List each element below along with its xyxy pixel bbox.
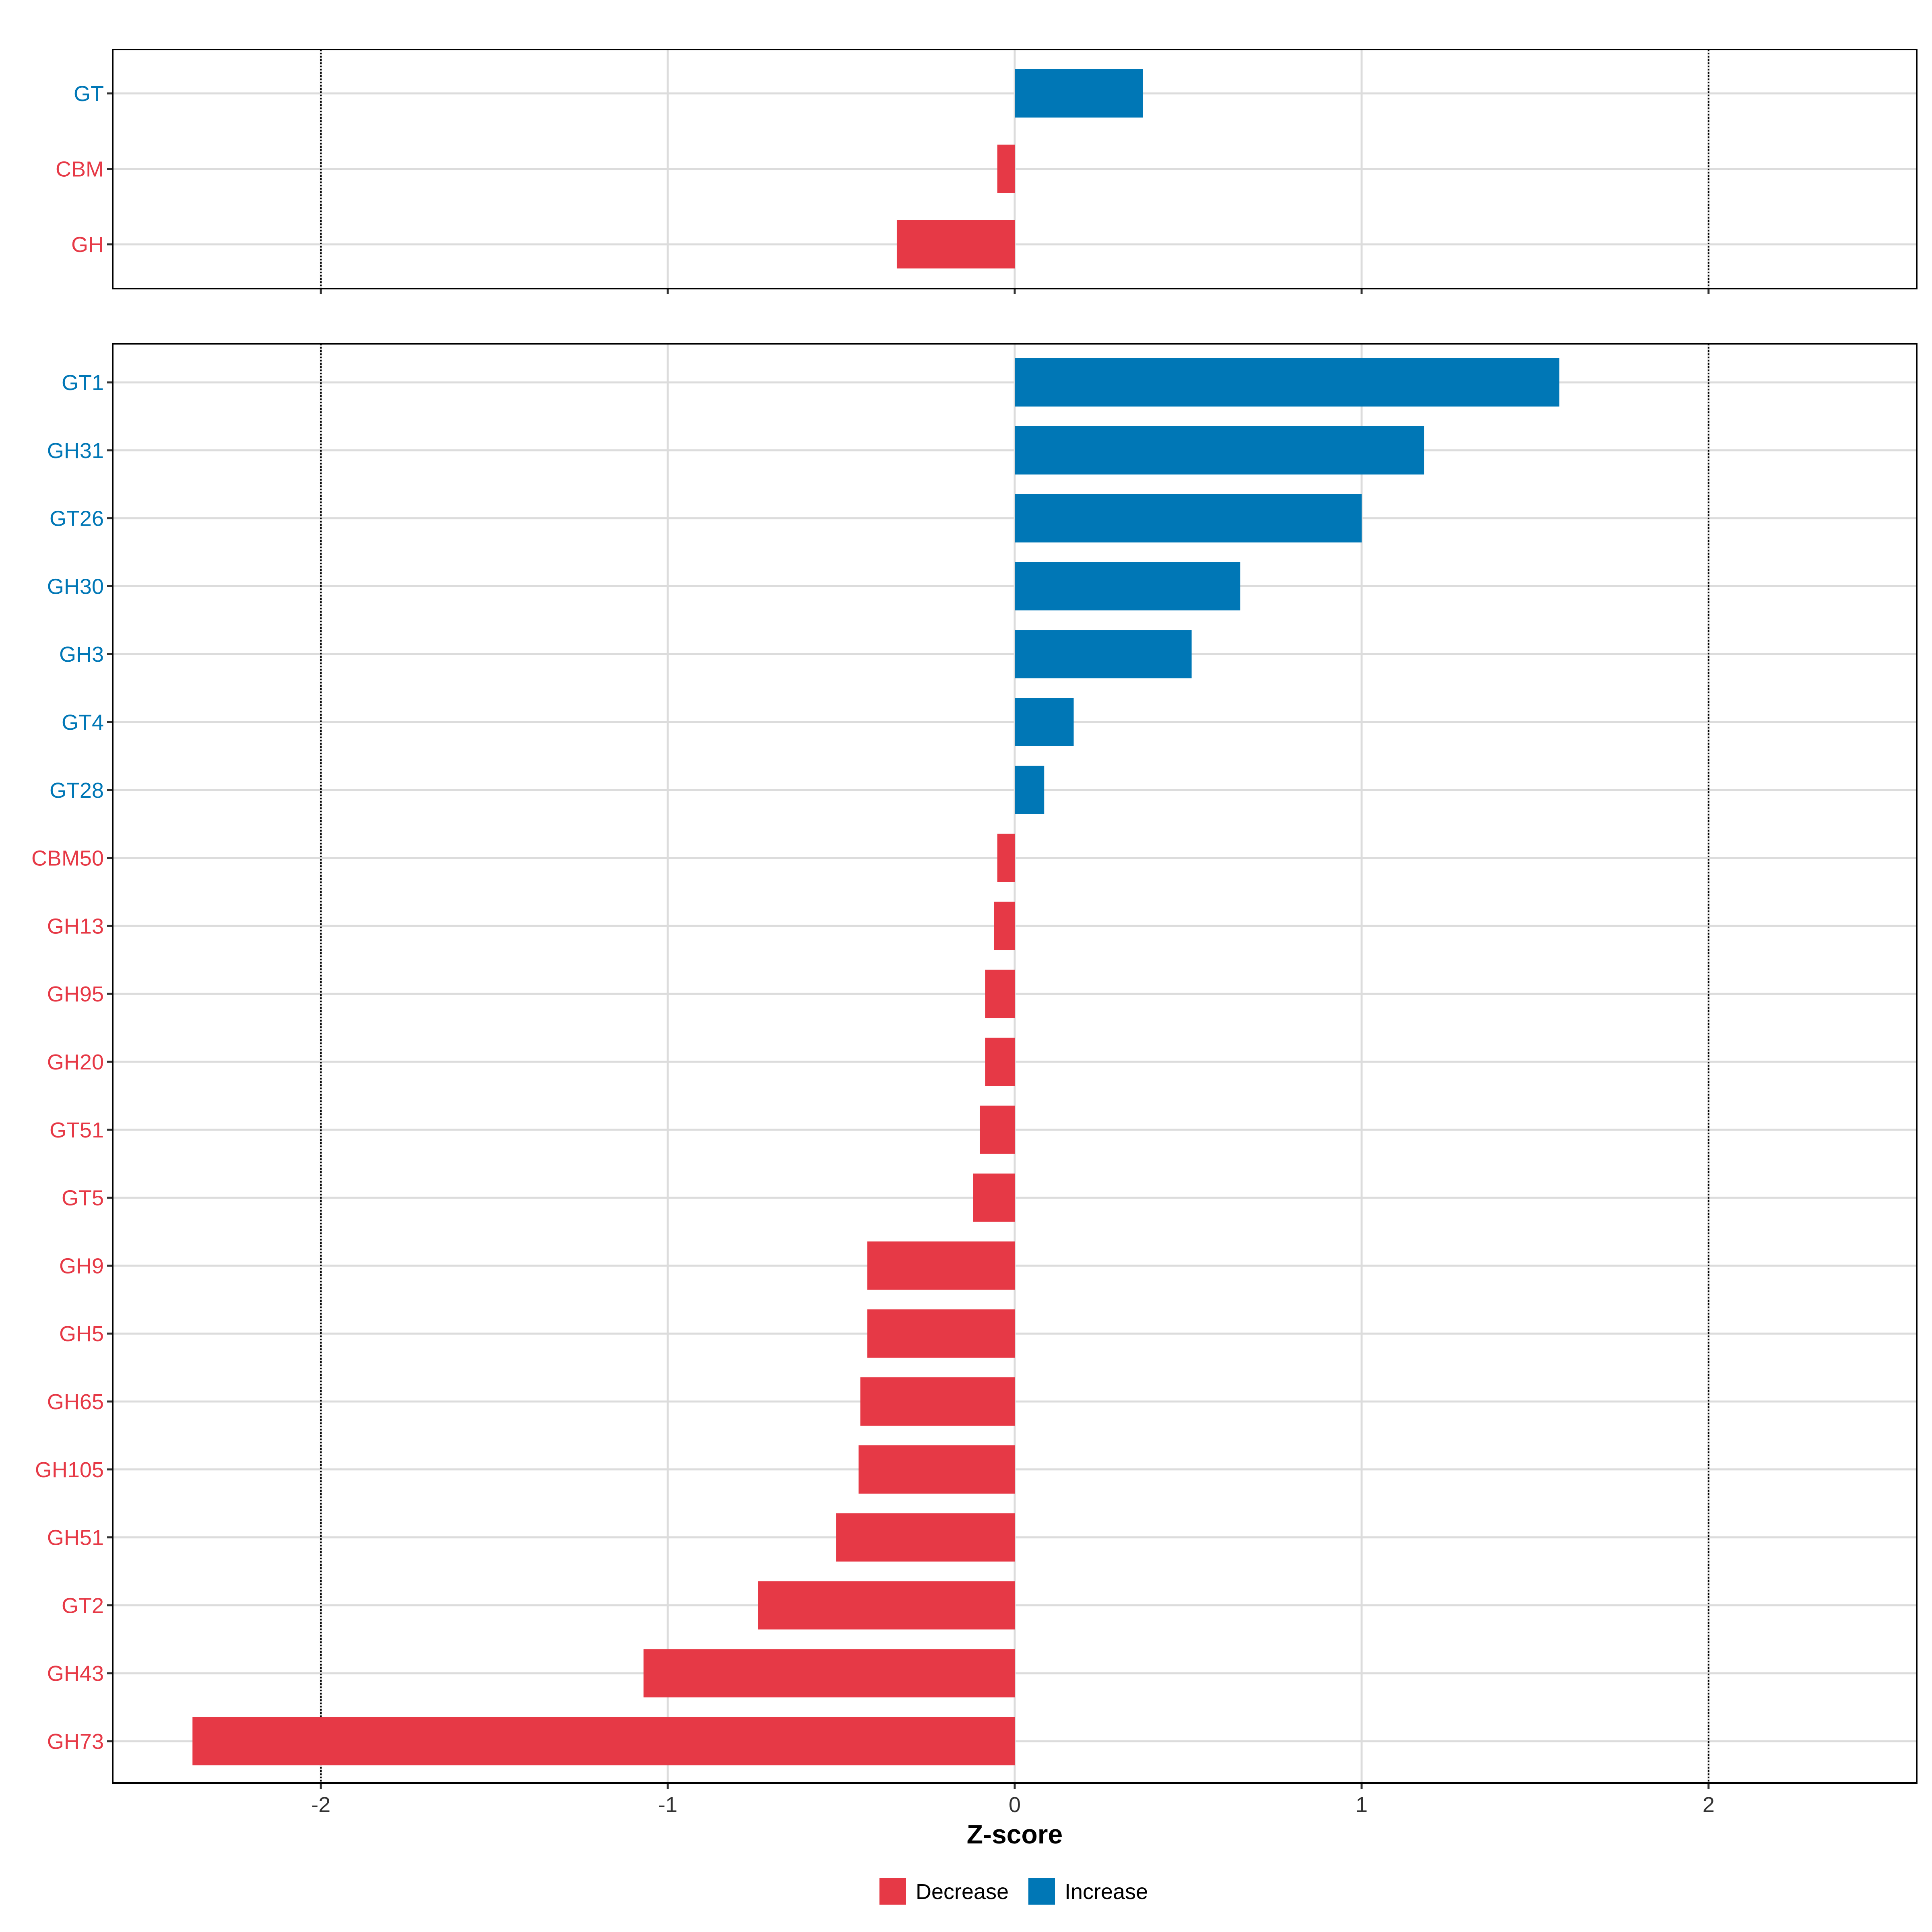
panel-border-family-class	[112, 49, 1918, 289]
x-tick-label--1: -1	[658, 1793, 677, 1817]
bar-GH31	[1015, 426, 1424, 475]
bar-GT28	[1015, 766, 1044, 814]
y-tick-label-CBM: CBM	[56, 157, 104, 182]
y-tick-label-GH30: GH30	[47, 574, 104, 599]
y-tick-label-GT: GT	[74, 82, 104, 106]
legend-swatch-decrease	[879, 1878, 906, 1905]
bar-GH73	[192, 1717, 1015, 1765]
y-tick-label-GH5: GH5	[59, 1322, 104, 1346]
y-tick-label-GT4: GT4	[62, 710, 104, 735]
y-tick-label-GH95: GH95	[47, 982, 104, 1006]
y-tick-label-GT26: GT26	[50, 507, 104, 531]
bar-GT	[1015, 69, 1143, 118]
bar-GH105	[859, 1445, 1015, 1494]
y-tick-label-GH65: GH65	[47, 1390, 104, 1414]
x-axis-title: Z-score	[967, 1819, 1063, 1849]
bar-GH3	[1015, 630, 1192, 679]
legend-swatch-increase	[1028, 1878, 1055, 1905]
bar-GT4	[1015, 698, 1074, 746]
legend-label-increase: Increase	[1065, 1880, 1148, 1904]
y-tick-label-GH: GH	[71, 233, 104, 257]
y-tick-label-GT28: GT28	[50, 778, 104, 803]
bar-GH20	[985, 1038, 1015, 1086]
y-tick-label-GT51: GT51	[50, 1118, 104, 1142]
y-tick-label-GH43: GH43	[47, 1662, 104, 1686]
x-tick-label-0: 0	[1009, 1793, 1021, 1817]
bar-CBM50	[997, 834, 1015, 882]
y-tick-label-GH31: GH31	[47, 439, 104, 463]
bar-GH51	[836, 1513, 1015, 1562]
bar-GT26	[1015, 494, 1362, 543]
x-tick-label-1: 1	[1356, 1793, 1368, 1817]
bar-GH9	[867, 1241, 1015, 1290]
x-tick-label--2: -2	[311, 1793, 330, 1817]
y-tick-label-GH13: GH13	[47, 914, 104, 938]
x-tick-label-2: 2	[1703, 1793, 1715, 1817]
y-tick-label-GT1: GT1	[62, 371, 104, 395]
bar-GT51	[980, 1105, 1015, 1154]
bar-CBM	[997, 144, 1015, 193]
bar-GH95	[985, 970, 1015, 1018]
y-tick-label-GT5: GT5	[62, 1186, 104, 1210]
y-tick-label-GH73: GH73	[47, 1730, 104, 1754]
bar-GT5	[973, 1173, 1015, 1222]
panel-border-family	[112, 343, 1918, 1784]
bar-GH13	[994, 902, 1015, 950]
y-tick-label-GT2: GT2	[62, 1593, 104, 1618]
y-tick-label-GH20: GH20	[47, 1050, 104, 1074]
bar-GH	[896, 220, 1015, 268]
bar-GT2	[758, 1581, 1015, 1630]
y-tick-label-GH105: GH105	[35, 1458, 104, 1482]
legend-label-decrease: Decrease	[916, 1880, 1009, 1904]
y-tick-label-CBM50: CBM50	[31, 846, 104, 871]
bar-GH65	[860, 1377, 1015, 1426]
y-tick-label-GH9: GH9	[59, 1254, 104, 1278]
bar-GH5	[867, 1309, 1015, 1358]
bar-GH30	[1015, 562, 1241, 611]
bar-GH43	[643, 1649, 1015, 1698]
y-tick-label-GH3: GH3	[59, 642, 104, 667]
y-tick-label-GH51: GH51	[47, 1526, 104, 1550]
bar-GT1	[1015, 358, 1560, 407]
